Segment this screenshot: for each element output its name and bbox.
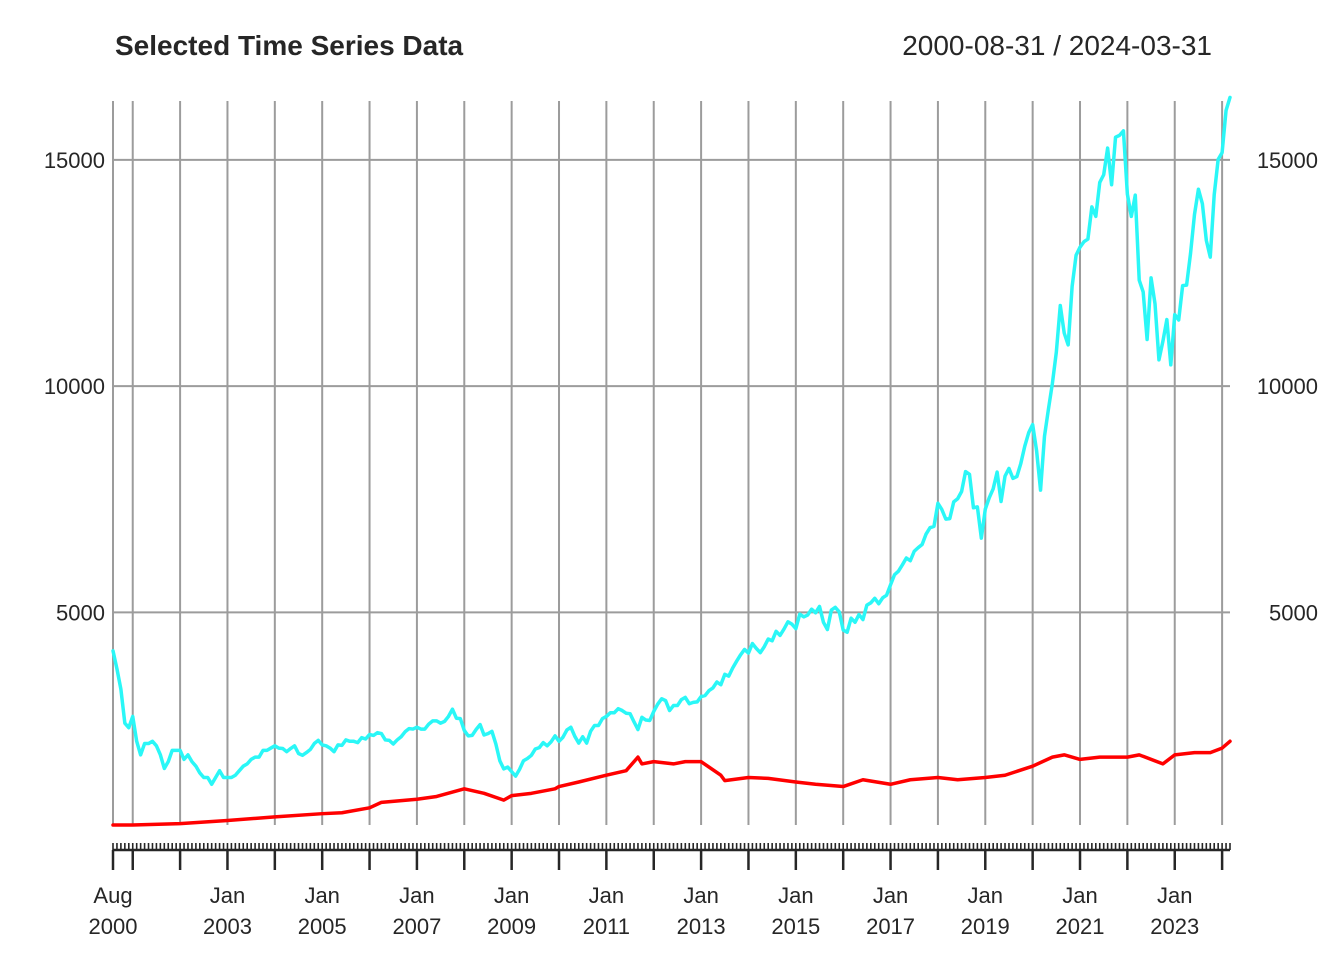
y-tick-label-left-10000: 10000: [44, 374, 105, 399]
x-tick-label-year-2023-01: 2023: [1150, 914, 1199, 939]
x-tick-label-year-2005-01: 2005: [298, 914, 347, 939]
x-axis-labels: Aug 2000 Jan 2003 Jan 2005 Jan 2007 Jan 2009 Jan 20…: [89, 883, 1200, 939]
x-tick-label-month-2009-01: Jan: [494, 883, 529, 908]
x-tick-label-month-2023-01: Jan: [1157, 883, 1192, 908]
y-tick-label-right-15000: 15000: [1257, 148, 1318, 173]
x-tick-label-month-2005-01: Jan: [304, 883, 339, 908]
x-tick-label-year-2015-01: 2015: [771, 914, 820, 939]
x-tick-label-month-2003-01: Jan: [210, 883, 245, 908]
x-tick-label-year-2007-01: 2007: [392, 914, 441, 939]
series-lines: [111, 95, 1232, 827]
x-axis: [111, 843, 1231, 870]
y-axis-right-labels: 5000 10000 15000: [1257, 148, 1318, 626]
x-tick-label-month-2000-08: Aug: [93, 883, 132, 908]
y-tick-label-left-5000: 5000: [56, 600, 105, 625]
x-tick-label-year-2019-01: 2019: [961, 914, 1010, 939]
x-tick-label-month-2017-01: Jan: [873, 883, 908, 908]
x-tick-label-year-2000-08: 2000: [89, 914, 138, 939]
x-tick-label-month-2013-01: Jan: [683, 883, 718, 908]
y-axis-left-labels: 5000 10000 15000: [44, 148, 105, 626]
x-tick-label-month-2007-01: Jan: [399, 883, 434, 908]
date-range-label: 2000-08-31 / 2024-03-31: [902, 30, 1212, 61]
x-tick-label-month-2021-01: Jan: [1062, 883, 1097, 908]
x-tick-label-month-2019-01: Jan: [968, 883, 1003, 908]
x-tick-label-year-2011-01: 2011: [583, 914, 630, 939]
x-tick-label-month-2011-01: Jan: [589, 883, 624, 908]
x-tick-label-year-2009-01: 2009: [487, 914, 536, 939]
y-gridlines: [113, 158, 1230, 614]
x-tick-label-year-2013-01: 2013: [677, 914, 726, 939]
series-line-red: [111, 739, 1232, 827]
y-tick-label-right-10000: 10000: [1257, 374, 1318, 399]
x-tick-label-year-2021-01: 2021: [1056, 914, 1105, 939]
x-tick-label-year-2003-01: 2003: [203, 914, 252, 939]
x-axis-minor-ticks: [112, 843, 1231, 850]
y-tick-label-right-5000: 5000: [1269, 600, 1318, 625]
x-tick-label-month-2015-01: Jan: [778, 883, 813, 908]
x-tick-label-year-2017-01: 2017: [866, 914, 915, 939]
series-line-cyan: [111, 95, 1232, 787]
chart-title: Selected Time Series Data: [115, 30, 464, 61]
x-gridlines: [112, 101, 1224, 825]
y-tick-label-left-15000: 15000: [44, 148, 105, 173]
